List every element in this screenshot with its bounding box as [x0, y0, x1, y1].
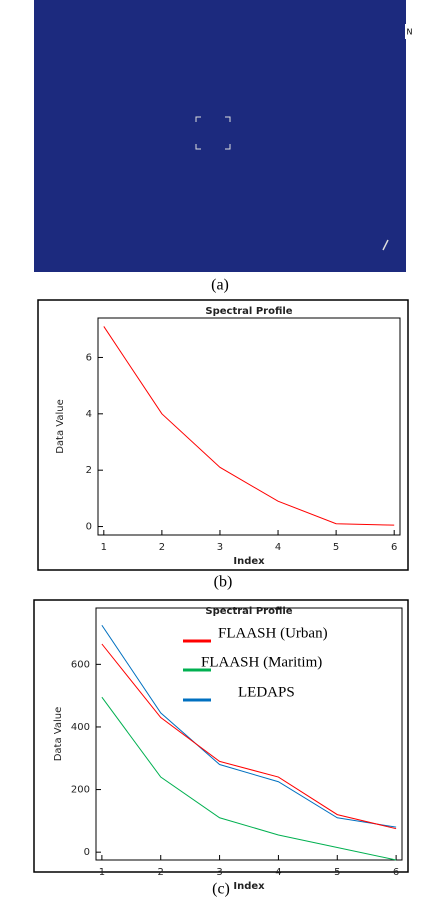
x-axis-label: Index	[233, 881, 265, 892]
data-line	[103, 326, 395, 526]
legend-label: FLAASH (Urban)	[218, 625, 328, 641]
chart-title: Spectral Profile	[205, 606, 292, 617]
plot-area	[97, 317, 401, 536]
north-marker	[405, 24, 414, 39]
target-reticle	[195, 116, 231, 150]
chart-frame	[37, 299, 409, 571]
x-tick-label: 3	[217, 542, 223, 553]
y-axis-label: Data Value	[55, 399, 66, 454]
y-tick-label: 0	[84, 847, 90, 858]
y-tick-label: 200	[71, 785, 90, 796]
x-tick-label: 1	[101, 542, 107, 553]
caption: (c)	[212, 881, 230, 898]
chart-frame	[33, 599, 409, 873]
north-label: N	[407, 28, 413, 37]
x-tick-label: 3	[216, 867, 222, 878]
caption: (b)	[214, 574, 233, 591]
y-axis-label: Data Value	[53, 707, 64, 762]
x-tick-label: 6	[391, 542, 397, 553]
y-tick-label: 600	[71, 659, 90, 670]
legend-label: FLAASH (Maritim)	[201, 654, 322, 670]
x-axis-label: Index	[233, 556, 265, 567]
x-tick-label: 1	[99, 867, 105, 878]
y-tick-label: 400	[71, 722, 90, 733]
image-streak	[382, 239, 389, 251]
x-tick-label: 2	[158, 867, 164, 878]
legend-label: LEDAPS	[238, 684, 295, 700]
y-tick-label: 4	[86, 409, 92, 420]
plot-area	[95, 607, 403, 861]
x-tick-label: 4	[275, 867, 281, 878]
data-line	[101, 696, 397, 861]
caption: (a)	[211, 277, 229, 294]
x-tick-label: 6	[393, 867, 399, 878]
y-tick-label: 6	[86, 352, 92, 363]
x-tick-label: 4	[275, 542, 281, 553]
x-tick-label: 2	[159, 542, 165, 553]
x-tick-label: 5	[333, 542, 339, 553]
data-line	[101, 624, 397, 828]
satellite-image	[34, 0, 406, 272]
y-tick-label: 2	[86, 465, 92, 476]
y-tick-label: 0	[86, 522, 92, 533]
data-line	[101, 643, 397, 830]
chart-title: Spectral Profile	[205, 306, 292, 317]
x-tick-label: 5	[334, 867, 340, 878]
